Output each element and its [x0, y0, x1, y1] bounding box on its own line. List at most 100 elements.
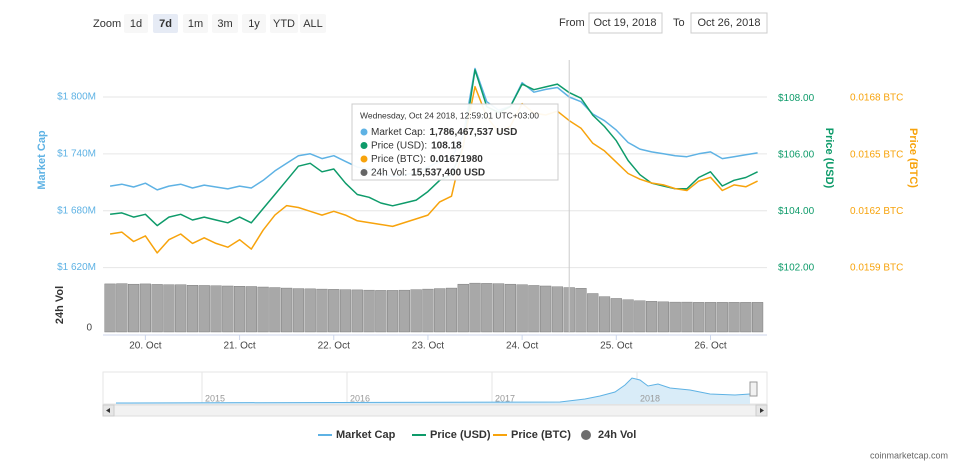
volume-bar — [422, 288, 434, 333]
x-tick-label: 25. Oct — [600, 341, 632, 352]
volume-bar — [693, 302, 705, 333]
volume-bar — [222, 285, 234, 333]
volume-bar — [704, 302, 717, 333]
tooltip-title: Wednesday, Oct 24 2018, 12:59:01 UTC+03:… — [360, 110, 539, 120]
tooltip-name: 24h Vol: — [371, 167, 407, 178]
from-input[interactable] — [588, 12, 663, 34]
tooltip-row: Price (BTC): 0.01671980 — [371, 154, 483, 165]
tooltip: Wednesday, Oct 24 2018, 12:59:01 UTC+03:… — [351, 60, 570, 332]
zoom-button[interactable] — [212, 14, 238, 33]
x-tick-label: 21. Oct — [223, 341, 255, 352]
vol-axis-title: 24h Vol — [54, 286, 66, 324]
zoom-button[interactable] — [270, 14, 298, 33]
volume-bar — [669, 301, 681, 333]
y3-tick-label: 0.0159 BTC — [850, 263, 903, 274]
legend-label[interactable]: Price (USD) — [430, 429, 491, 441]
zoom-button-label[interactable]: 1m — [188, 18, 203, 30]
legend-symbol — [581, 430, 591, 440]
volume-bar — [198, 285, 210, 333]
tooltip-box — [351, 103, 559, 181]
to-input[interactable] — [690, 12, 768, 34]
zoom-button-label[interactable]: ALL — [303, 18, 323, 30]
legend-label[interactable]: 24h Vol — [598, 429, 636, 441]
volume-bar — [598, 296, 611, 333]
y-tick-label: $1 800M — [57, 92, 96, 103]
volume-bar — [445, 287, 458, 333]
volume-bar — [540, 285, 552, 333]
volume-bar — [622, 299, 634, 333]
from-date[interactable]: Oct 19, 2018 — [594, 17, 657, 29]
volume-bar — [634, 300, 646, 333]
scrollbar[interactable] — [102, 404, 768, 417]
volume-bar — [151, 284, 163, 333]
tooltip-name: Price (BTC): — [371, 154, 426, 165]
plot — [104, 67, 764, 333]
to-date[interactable]: Oct 26, 2018 — [698, 17, 761, 29]
volume-bar — [516, 284, 528, 333]
zoom-button[interactable] — [153, 14, 178, 33]
volume-bar — [186, 285, 199, 333]
x-tick-label: 20. Oct — [129, 341, 161, 352]
y3-tick-label: 0.0168 BTC — [850, 93, 903, 104]
volume-bar — [175, 284, 187, 333]
legend-label[interactable]: Market Cap — [336, 429, 396, 441]
volume-bar — [104, 283, 116, 333]
y-tick-label: $1 680M — [57, 205, 96, 216]
tooltip-dot — [360, 155, 368, 163]
x-tick-label: 24. Oct — [506, 341, 538, 352]
navigator-label: 2018 — [640, 393, 660, 403]
volume-bar — [398, 289, 410, 333]
zoom-button[interactable] — [242, 14, 266, 33]
volume-bar — [751, 302, 764, 333]
zoom-button[interactable] — [300, 14, 326, 33]
volume-bar — [481, 283, 493, 333]
zoom-label: Zoom — [93, 18, 121, 30]
volume-bar — [551, 286, 564, 333]
to-label: To — [673, 17, 685, 29]
volume-bar — [304, 288, 316, 333]
navigator-label: 2016 — [350, 393, 370, 403]
volume-bar — [410, 289, 422, 333]
volume-bar — [657, 301, 669, 333]
volume-bar — [575, 288, 587, 333]
y2-tick-label: $106.00 — [778, 149, 815, 160]
series-line — [109, 85, 758, 254]
volume-bar — [233, 286, 246, 333]
volume-bar — [257, 286, 269, 333]
tooltip-row: Price (USD): 108.18 — [371, 140, 462, 151]
volume-bar — [716, 302, 728, 333]
zoom-button-label[interactable]: 3m — [217, 18, 232, 30]
y2-tick-label: $104.00 — [778, 206, 815, 217]
zoom-button-label[interactable]: YTD — [273, 18, 295, 30]
grid: $1 620M $1 680M $1 740M $1 800M $102.00 $104.… — [57, 92, 903, 352]
volume-bar — [316, 288, 328, 333]
y-tick-label: $1 740M — [57, 148, 96, 159]
zoom-button-label[interactable]: 1d — [130, 18, 142, 30]
volume-bar — [587, 293, 599, 333]
zoom-button[interactable] — [183, 14, 208, 33]
tooltip-dot — [360, 142, 368, 149]
volume-bar — [281, 287, 293, 333]
legend-label[interactable]: Price (BTC) — [511, 429, 571, 441]
tooltip-row: 24h Vol: 15,537,400 USD — [371, 167, 485, 178]
y3-tick-label: 0.0165 BTC — [850, 149, 903, 160]
volume-bar — [434, 288, 446, 333]
volume-bar — [469, 282, 481, 333]
y3-axis-title: Price (BTC) — [907, 128, 919, 188]
zoom-button-label[interactable]: 7d — [159, 18, 172, 30]
tooltip-dot — [360, 169, 368, 176]
y-tick-label: $1 620M — [57, 262, 96, 273]
zoom-button-label[interactable]: 1y — [248, 18, 260, 30]
arrow — [106, 408, 110, 413]
volume-bar — [457, 283, 469, 333]
volume-bar — [116, 283, 128, 333]
legend: Market Cap Price (USD) Price (BTC) 24h Vol — [318, 429, 636, 441]
zoom-button[interactable] — [124, 14, 148, 33]
tooltip-name: Market Cap: — [371, 127, 425, 138]
x-tick-label: 23. Oct — [412, 341, 444, 352]
navigator-handle[interactable] — [749, 381, 758, 397]
tooltip-value: 1,786,467,537 USD — [429, 127, 517, 138]
volume-bar — [163, 284, 175, 333]
navigator-label: 2015 — [205, 393, 225, 403]
